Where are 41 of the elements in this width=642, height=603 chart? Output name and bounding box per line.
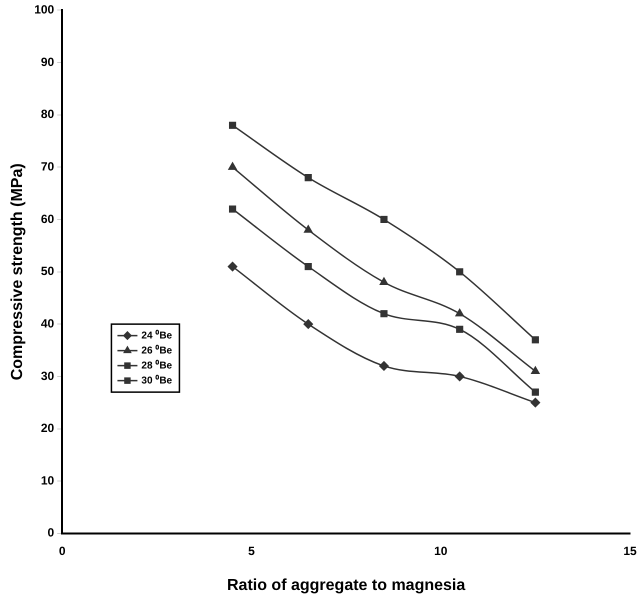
legend-label: 30 ⁰Be (141, 374, 173, 386)
point (228, 162, 237, 170)
point (228, 122, 236, 129)
y-tick-label: 30 (40, 368, 55, 383)
x-tick-label: 15 (623, 544, 637, 558)
y-tick-label: 90 (40, 54, 55, 69)
y-tick-label: 50 (40, 264, 55, 278)
legend-label: 26 ⁰Be (141, 344, 173, 356)
point (530, 398, 540, 408)
point (380, 278, 388, 286)
y-tick-label: 10 (40, 473, 55, 488)
point (456, 326, 464, 333)
point (532, 336, 539, 344)
point (456, 268, 464, 276)
point (228, 205, 236, 213)
point (454, 372, 464, 382)
x-tick-label: 0 (58, 544, 66, 558)
x-axis-title: Ratio of aggregate to magnesia (226, 576, 466, 594)
y-tick-label: 60 (40, 212, 55, 226)
point (380, 216, 388, 224)
y-tick-label: 20 (40, 421, 55, 436)
y-axis-title: Compressive strength (MPa) (9, 163, 26, 380)
point (304, 319, 314, 329)
legend-label: 24 ⁰Be (141, 329, 173, 342)
y-tick-label: 0 (48, 526, 55, 540)
point (304, 174, 312, 182)
point (380, 310, 388, 318)
point (455, 308, 464, 316)
y-tick-label: 40 (40, 316, 55, 330)
point (228, 262, 238, 272)
legend-label: 28 ⁰Be (141, 359, 173, 372)
point (304, 262, 312, 270)
x-tick-label: 10 (434, 544, 448, 558)
y-tick-label: 100 (34, 2, 55, 17)
point (304, 225, 312, 233)
point (532, 388, 539, 396)
x-tick-label: 5 (248, 544, 256, 558)
point (379, 361, 389, 371)
y-tick-label: 80 (40, 107, 55, 122)
y-tick-label: 70 (40, 159, 55, 174)
point (531, 366, 540, 374)
